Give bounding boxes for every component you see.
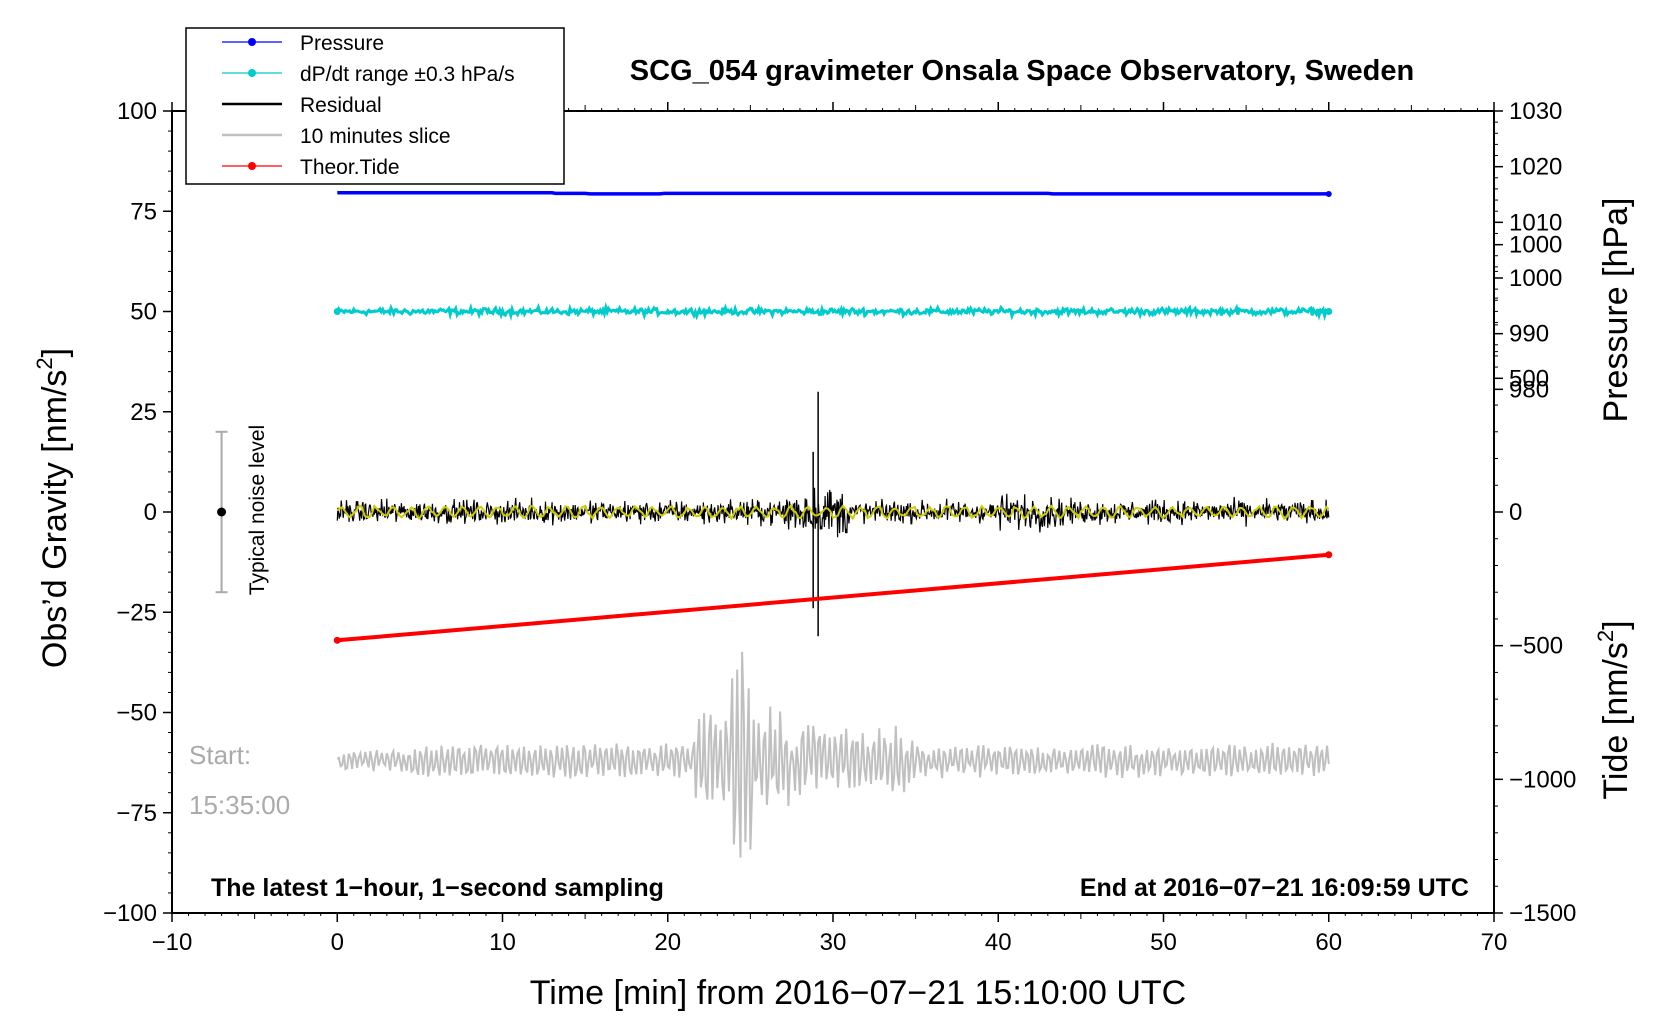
y-axis-label-pressure: Pressure [hPa] [1597, 198, 1635, 423]
pressure-tick-label: 980 [1509, 376, 1549, 403]
legend-entry-label: Residual [300, 94, 382, 117]
series-layer [333, 190, 1333, 858]
x-tick-label: 70 [1481, 929, 1508, 956]
slice-series-line [336, 651, 1330, 858]
end-time-note: End at 2016−07−21 16:09:59 UTC [1080, 874, 1469, 902]
legend-swatch-dot [248, 69, 256, 77]
smoothed-residual-line [336, 504, 1330, 521]
y-axis-label-left: Obs’d Gravity [nm/s2] [32, 348, 74, 668]
start-time: 15:35:00 [189, 790, 290, 820]
sampling-note: The latest 1−hour, 1−second sampling [211, 874, 664, 902]
x-tick-label: −10 [152, 929, 193, 956]
pressure-tick-label: 990 [1509, 321, 1549, 348]
legend-swatch-dot [248, 38, 256, 46]
noise-level-indicator: Typical noise level [215, 425, 269, 595]
y-tick-label: −50 [116, 700, 157, 727]
noise-bar-center-dot [217, 507, 227, 517]
tide-tick-label: 500 [1509, 365, 1549, 392]
legend-entry-label: 10 minutes slice [300, 125, 451, 148]
tide-end-point [1325, 551, 1333, 559]
x-tick-label: 10 [489, 929, 516, 956]
legend-entry-label: dP/dt range ±0.3 hPa/s [300, 63, 515, 86]
x-tick-label: 30 [820, 929, 847, 956]
x-tick-label: 40 [985, 929, 1012, 956]
y-axis-label-left-text: Obs’d Gravity [nm/s [36, 370, 74, 669]
start-label: Start: [189, 740, 251, 770]
pressure-tick-label: 1010 [1509, 209, 1562, 236]
legend-swatch-dot [248, 162, 256, 170]
y-tick-label: −100 [103, 900, 157, 927]
tide-tick-label: −1000 [1509, 766, 1576, 793]
y-axis-label-tide: Tide [nm/s2] [1593, 620, 1635, 799]
y-axis-label-tide-text: Tide [nm/s [1597, 642, 1635, 799]
tide-series-line [337, 552, 1329, 643]
tide-tick-label: 1000 [1509, 232, 1562, 259]
y-tick-label: −25 [116, 599, 157, 626]
chart-title: SCG_054 gravimeter Onsala Space Observat… [630, 55, 1414, 87]
pressure-tick-label: 1030 [1509, 98, 1562, 125]
axis-ticks: −10 0 10 20 30 40 50 60 701007550250−25−50−75−10… [103, 98, 1576, 956]
dpdt-series-line [335, 301, 1330, 322]
x-tick-label: 60 [1315, 929, 1342, 956]
dpdt-series-end-point [1325, 308, 1333, 315]
y-tick-label: 100 [117, 98, 157, 125]
tide-tick-label: 0 [1509, 499, 1522, 526]
y-axis-label-left-end: ] [36, 348, 74, 357]
y-axis-label-left-sup: 2 [32, 357, 57, 369]
tide-tick-label: −1500 [1509, 900, 1576, 927]
x-axis-label: Time [min] from 2016−07−21 15:10:00 UTC [530, 974, 1186, 1012]
y-tick-label: 25 [130, 399, 157, 426]
x-tick-label: 0 [331, 929, 344, 956]
legend-entry-label: Pressure [300, 32, 384, 55]
y-axis-label-tide-sup: 2 [1593, 630, 1618, 642]
legend-entry-label: Theor.Tide [300, 156, 400, 179]
pressure-tick-label: 1000 [1509, 265, 1562, 292]
tide-start-point [333, 636, 341, 644]
pressure-tick-label: 1020 [1509, 154, 1562, 181]
y-tick-label: 75 [130, 198, 157, 225]
x-tick-label: 50 [1150, 929, 1177, 956]
noise-level-label: Typical noise level [246, 425, 269, 595]
y-tick-label: −75 [116, 800, 157, 827]
pressure-series-end-point [1325, 190, 1332, 197]
dpdt-series-start-point [333, 308, 341, 315]
x-tick-label: 20 [654, 929, 681, 956]
y-axis-label-tide-end: ] [1597, 620, 1635, 629]
y-tick-label: 0 [144, 499, 157, 526]
legend-box [185, 27, 565, 185]
legend: Pressure dP/dt range ±0.3 hPa/s Residual 10… [185, 27, 565, 185]
y-tick-label: 50 [130, 299, 157, 326]
pressure-series-line [337, 191, 1329, 196]
tide-tick-label: −500 [1509, 633, 1563, 660]
